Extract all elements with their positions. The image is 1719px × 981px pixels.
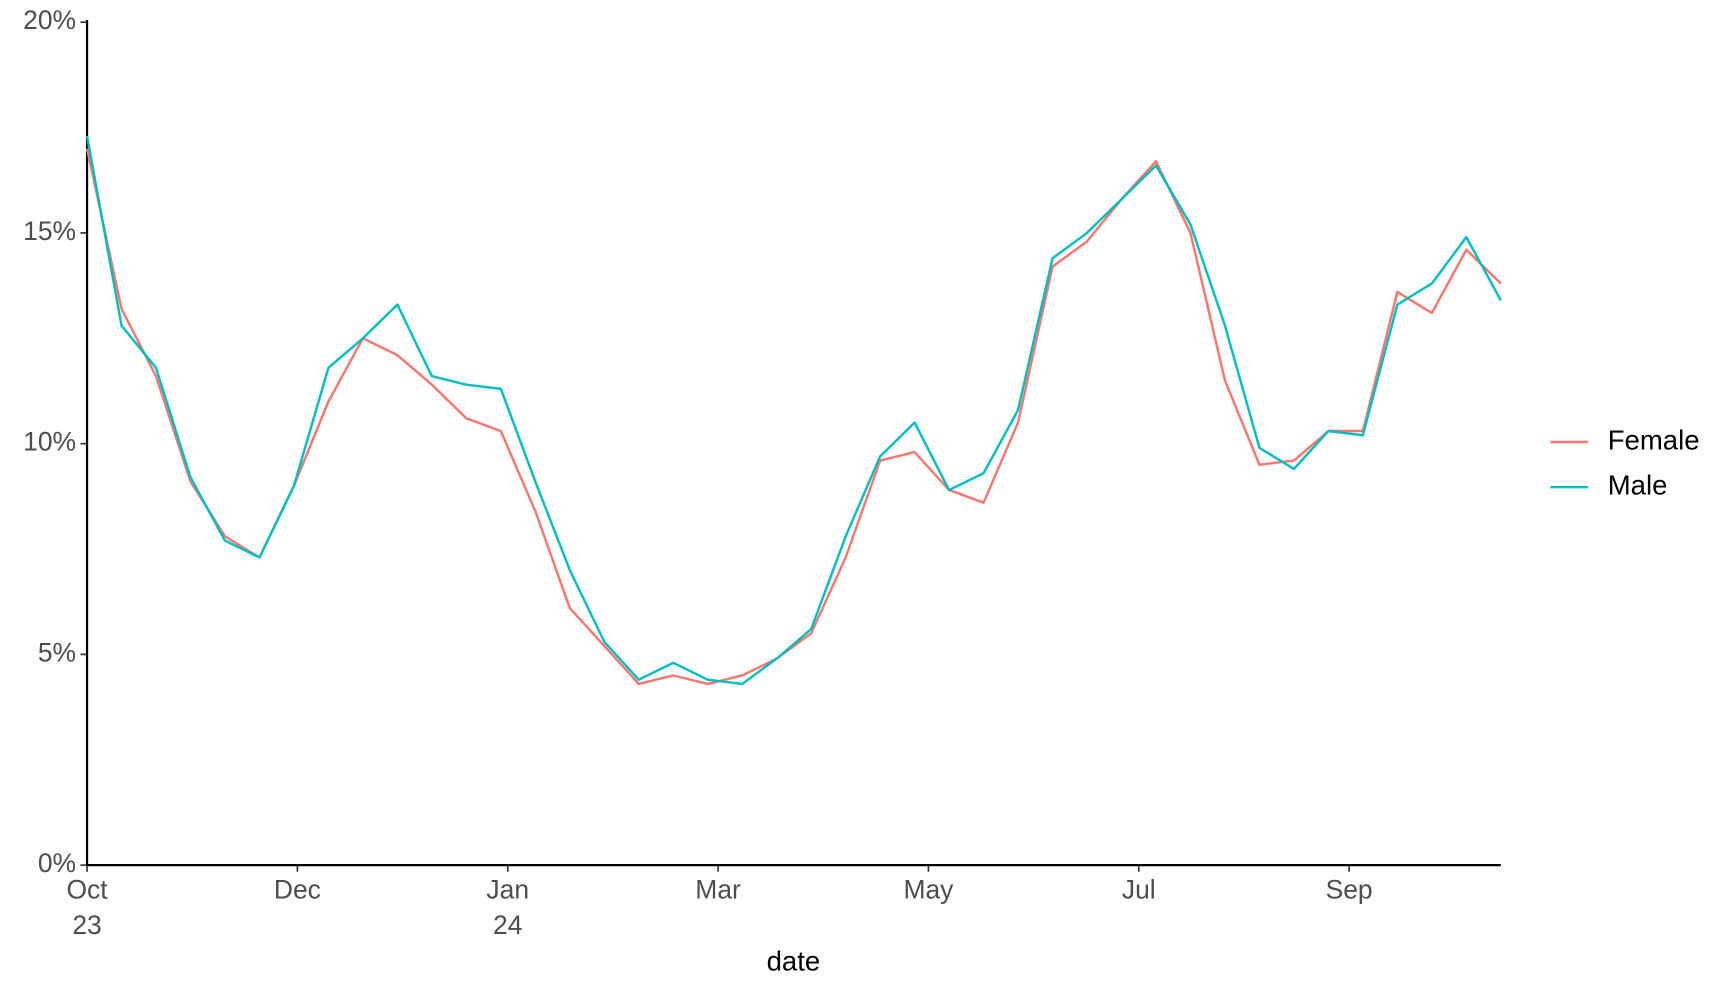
y-tick-label: 20% [23,5,76,35]
y-tick-label: 0% [38,848,76,878]
legend-text: Male [1608,469,1668,500]
y-tick-label: 15% [23,216,76,246]
y-tick-label: 10% [23,427,76,457]
x-tick-label: Mar [695,875,741,905]
legend-text: Female [1608,424,1700,455]
x-tick-label: Oct 23 [66,875,108,940]
x-tick-label: Dec [274,875,321,905]
x-tick-label: Sep [1326,875,1373,905]
series-line [85,135,1502,686]
y-tick-label: 5% [38,637,76,667]
x-tick-label: May [903,875,954,905]
x-axis-title: date [767,946,821,977]
x-tick-label: Jul [1122,875,1156,905]
x-tick-label: Jan 24 [486,875,529,940]
series-line [85,148,1502,686]
